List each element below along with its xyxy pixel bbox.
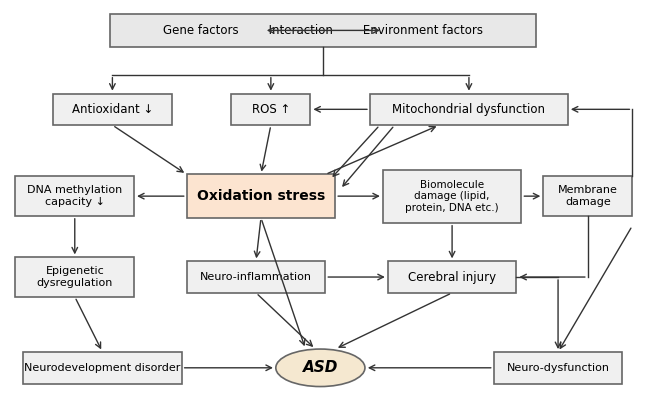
Text: ASD: ASD (303, 360, 338, 375)
FancyBboxPatch shape (187, 174, 335, 218)
Text: ROS ↑: ROS ↑ (252, 103, 290, 116)
FancyBboxPatch shape (543, 176, 632, 216)
Text: Gene factors        Interaction        Environment factors: Gene factors Interaction Environment fac… (163, 24, 483, 37)
FancyBboxPatch shape (388, 261, 516, 293)
Ellipse shape (276, 349, 365, 387)
FancyBboxPatch shape (53, 93, 172, 125)
FancyBboxPatch shape (494, 352, 622, 384)
Text: Neurodevelopment disorder: Neurodevelopment disorder (25, 363, 181, 373)
Text: Membrane
damage: Membrane damage (558, 185, 618, 207)
Text: Oxidation stress: Oxidation stress (197, 189, 325, 203)
Text: Cerebral injury: Cerebral injury (408, 271, 496, 284)
FancyBboxPatch shape (187, 261, 325, 293)
Text: DNA methylation
capacity ↓: DNA methylation capacity ↓ (27, 185, 122, 207)
Text: Mitochondrial dysfunction: Mitochondrial dysfunction (393, 103, 545, 116)
FancyBboxPatch shape (231, 93, 311, 125)
Text: Antioxidant ↓: Antioxidant ↓ (72, 103, 153, 116)
FancyBboxPatch shape (16, 176, 134, 216)
FancyBboxPatch shape (383, 169, 521, 223)
Text: Neuro-inflammation: Neuro-inflammation (200, 272, 312, 282)
FancyBboxPatch shape (23, 352, 182, 384)
Text: Biomolecule
damage (lipid,
protein, DNA etc.): Biomolecule damage (lipid, protein, DNA … (405, 180, 499, 213)
FancyBboxPatch shape (111, 14, 536, 47)
Text: Neuro-dysfunction: Neuro-dysfunction (507, 363, 609, 373)
FancyBboxPatch shape (16, 257, 134, 297)
Text: Epigenetic
dysregulation: Epigenetic dysregulation (37, 266, 113, 288)
FancyBboxPatch shape (370, 93, 568, 125)
